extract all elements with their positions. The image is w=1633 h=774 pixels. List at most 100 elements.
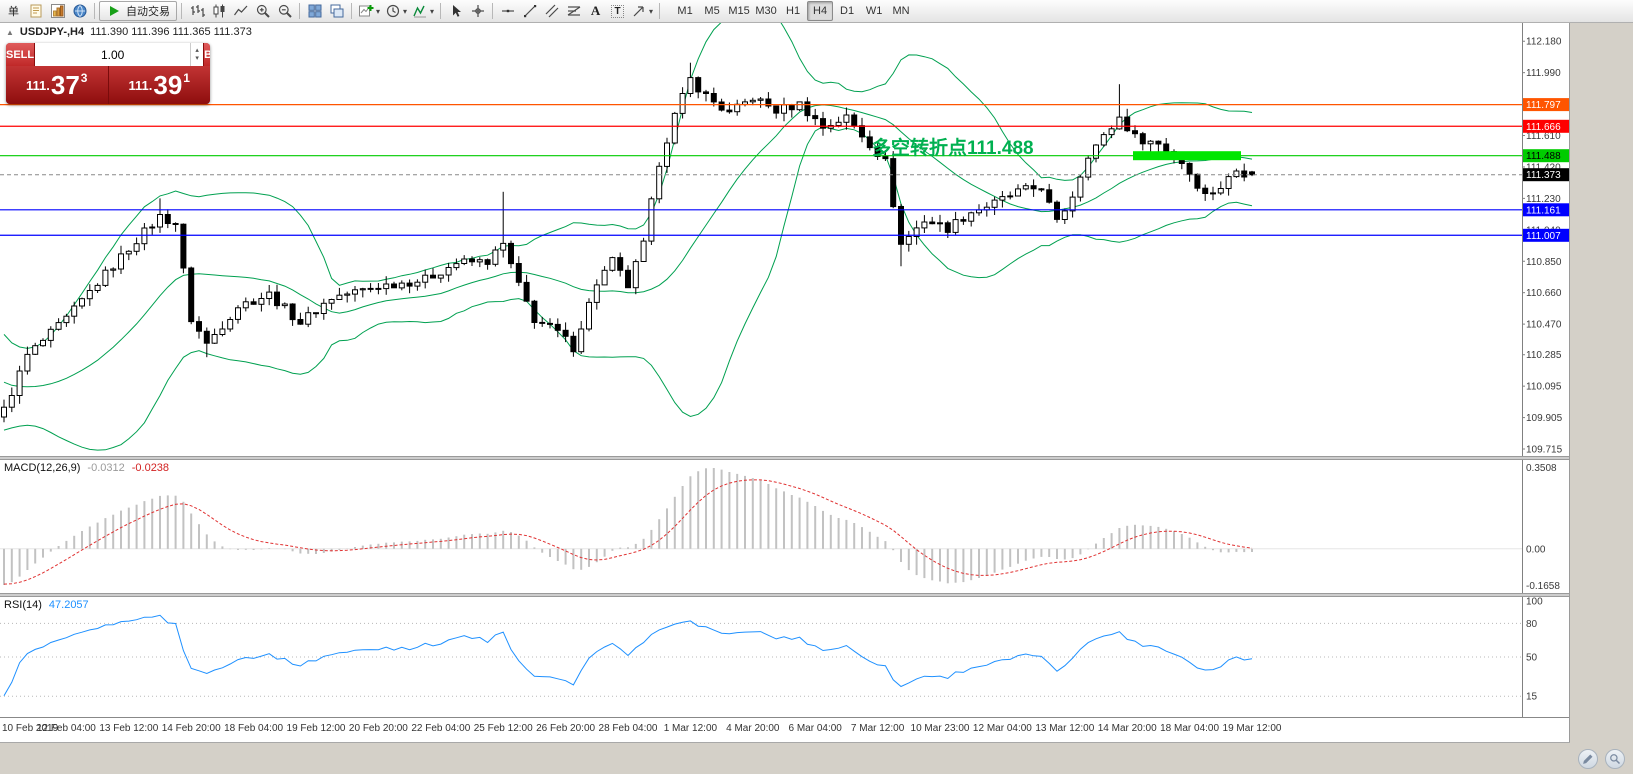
new-chart-button[interactable]: ▾ <box>356 1 382 21</box>
time-axis-label: 18 Mar 04:00 <box>1160 723 1220 734</box>
candle-body <box>648 198 655 242</box>
text-label-tool-button[interactable]: T <box>607 1 628 21</box>
candle-body <box>484 259 491 265</box>
zoom-in-icon[interactable] <box>252 1 273 21</box>
fibonacci-icon[interactable] <box>563 1 584 21</box>
chevron-down-icon[interactable]: ▾ <box>649 6 654 16</box>
market-watch-icon[interactable] <box>69 1 90 21</box>
order-menu-button[interactable]: 单 <box>3 1 24 21</box>
price-axis-label: 110.470 <box>1526 320 1562 331</box>
periods-button[interactable]: ▾ <box>383 1 409 21</box>
candlestick-icon[interactable] <box>208 1 229 21</box>
candle-body <box>281 303 288 307</box>
equidistant-channel-icon[interactable] <box>541 1 562 21</box>
arrows-tool-button[interactable]: ▾ <box>629 1 655 21</box>
candle-body <box>79 298 85 307</box>
bid-price[interactable]: 111. 37 3 <box>6 66 109 104</box>
rsi-label: RSI(14) 47.2057 <box>4 599 89 611</box>
text-tool-button[interactable]: A <box>585 1 606 21</box>
candle-body <box>1186 162 1193 175</box>
new-order-icon[interactable] <box>25 1 46 21</box>
candle-body <box>367 287 374 290</box>
candle-body <box>149 226 156 229</box>
sell-button[interactable]: SELL <box>6 43 35 66</box>
line-chart-icon[interactable] <box>230 1 251 21</box>
panel-resize-handle[interactable] <box>0 456 1569 460</box>
timeframe-button-h1[interactable]: H1 <box>780 1 806 21</box>
candle-body <box>734 103 741 113</box>
volume-input[interactable] <box>35 43 191 66</box>
candle-body <box>133 243 140 252</box>
timeframe-button-m15[interactable]: M15 <box>726 1 752 21</box>
candle-body <box>1054 201 1060 220</box>
candle-body <box>508 242 514 265</box>
horizontal-line-icon[interactable] <box>497 1 518 21</box>
candle-body <box>430 274 436 279</box>
volume-stepper[interactable]: ▴ ▾ <box>34 43 205 66</box>
price-axis-label: 110.285 <box>1526 350 1562 361</box>
candle-body <box>235 307 241 320</box>
crosshair-icon[interactable] <box>467 1 488 21</box>
candle-body <box>227 319 234 330</box>
zoom-out-icon[interactable] <box>274 1 295 21</box>
candle-body <box>1249 171 1255 176</box>
highlight-bar[interactable] <box>1133 151 1241 161</box>
price-axis-label: 111.230 <box>1526 194 1561 205</box>
candle-body <box>391 283 397 289</box>
bollinger-upper-band <box>3 23 1253 349</box>
buy-button[interactable]: BUY <box>204 43 210 66</box>
toolbar-separator <box>94 3 95 19</box>
one-click-collapse-icon[interactable]: ▲ <box>6 27 14 37</box>
candle-body <box>788 104 795 111</box>
timeframe-button-w1[interactable]: W1 <box>861 1 887 21</box>
timeframe-button-m5[interactable]: M5 <box>699 1 725 21</box>
autotrading-button[interactable]: 自动交易 <box>99 1 177 21</box>
time-axis-label: 14 Feb 20:00 <box>161 723 221 734</box>
cursor-icon[interactable] <box>445 1 466 21</box>
candle-body <box>796 101 803 111</box>
chevron-down-icon[interactable]: ▾ <box>376 6 381 16</box>
chevron-down-icon[interactable]: ▾ <box>403 6 408 16</box>
macd-canvas[interactable]: 0.3508 0.00 -0.1658 <box>0 460 1570 593</box>
volume-down-icon[interactable]: ▾ <box>195 55 199 62</box>
cascade-windows-icon[interactable] <box>326 1 347 21</box>
chart-annotation-text[interactable]: 多空转折点111.488 <box>872 138 1034 159</box>
panel-resize-handle[interactable] <box>0 593 1569 597</box>
price-tag-label: 111.373 <box>1526 170 1561 181</box>
time-axis-label: 12 Mar 04:00 <box>972 723 1032 734</box>
timeframe-button-m30[interactable]: M30 <box>753 1 779 21</box>
timeframe-button-m1[interactable]: M1 <box>672 1 698 21</box>
indicators-button[interactable]: ▾ <box>410 1 436 21</box>
ask-price[interactable]: 111. 39 1 <box>108 66 210 104</box>
candle-body <box>336 294 343 301</box>
candle-body <box>1147 140 1154 145</box>
time-axis-label: 18 Feb 04:00 <box>224 723 284 734</box>
candle-body <box>757 98 764 101</box>
edit-tool-icon[interactable] <box>1578 749 1598 769</box>
toolbar-separator <box>659 3 661 19</box>
time-axis[interactable]: 10 Feb 2019 12 Feb 04:00 13 Feb 12:00 14 Fe… <box>0 717 1569 742</box>
chart-window-icon[interactable] <box>47 1 68 21</box>
timeframe-button-mn[interactable]: MN <box>888 1 914 21</box>
chevron-down-icon[interactable]: ▾ <box>430 6 435 16</box>
timeframe-button-h4[interactable]: H4 <box>807 1 834 21</box>
candle-body <box>1163 143 1170 153</box>
price-axis-label: 110.095 <box>1526 382 1562 393</box>
timeframe-button-d1[interactable]: D1 <box>834 1 860 21</box>
candle-body <box>414 281 421 287</box>
price-chart-canvas[interactable]: 112.180 111.990 111.610 111.420 111.230 111.0… <box>0 23 1570 456</box>
tile-windows-icon[interactable] <box>304 1 325 21</box>
candle-body <box>687 77 694 94</box>
macd-value-signal: -0.0238 <box>131 462 170 474</box>
candle-body <box>1124 116 1131 132</box>
bollinger-middle-band <box>3 104 1253 388</box>
rsi-canvas[interactable]: 100 80 50 15 <box>0 597 1570 717</box>
zoom-tool-icon[interactable] <box>1605 749 1625 769</box>
bar-chart-icon[interactable] <box>186 1 207 21</box>
candle-body <box>960 219 967 222</box>
trendline-icon[interactable] <box>519 1 540 21</box>
candle-body <box>344 293 351 296</box>
volume-up-icon[interactable]: ▴ <box>195 47 199 54</box>
macd-axis-label: -0.1658 <box>1526 581 1560 592</box>
candle-body <box>632 261 639 289</box>
